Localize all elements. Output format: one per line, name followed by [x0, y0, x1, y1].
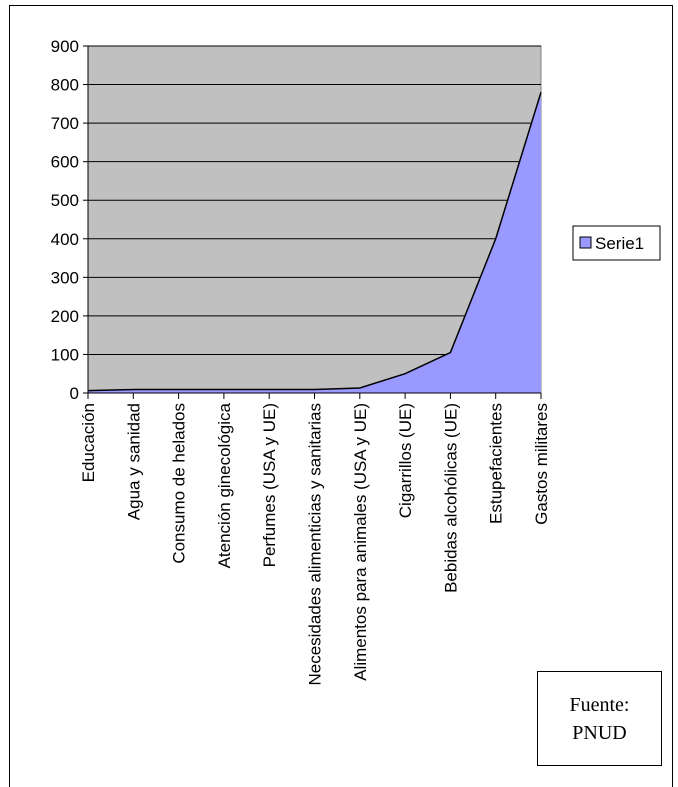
y-tick-label: 600 [51, 153, 79, 172]
y-axis-ticks: 0 100 200 300 400 500 600 700 800 900 [51, 37, 88, 403]
legend: Serie1 [572, 225, 661, 261]
y-tick-label: 500 [51, 191, 79, 210]
series-area-serie1 [88, 92, 541, 394]
x-tick-label: Alimentos para animales (USA y UE) [351, 403, 370, 681]
x-tick-label: Bebidas alcohólicas (UE) [441, 403, 460, 593]
x-tick-label: Cigarrillos (UE) [396, 403, 415, 518]
y-tick-label: 800 [51, 76, 79, 95]
x-tick-label: Perfumes (USA y UE) [260, 403, 279, 567]
y-tick-label: 400 [51, 230, 79, 249]
chart-frame [9, 5, 673, 787]
y-tick-label: 300 [51, 268, 79, 287]
gridlines [88, 45, 541, 355]
y-tick-label: 900 [51, 37, 79, 56]
x-tick-label: Agua y sanidad [124, 403, 143, 520]
legend-swatch-serie1 [579, 236, 592, 249]
y-tick-label: 0 [70, 384, 79, 403]
x-axis-ticks: Educación Agua y sanidad Consumo de helado… [79, 393, 551, 686]
x-tick-label: Consumo de helados [170, 403, 189, 564]
x-tick-label: Estupefacientes [487, 403, 506, 524]
x-tick-label: Gastos militares [532, 403, 551, 525]
source-note: Fuente: PNUD [537, 671, 662, 766]
x-tick-label: Atención ginecológica [215, 402, 234, 568]
legend-label-serie1: Serie1 [595, 234, 644, 253]
x-tick-label: Educación [79, 403, 98, 482]
y-tick-label: 700 [51, 114, 79, 133]
series-line-serie1 [87, 92, 542, 392]
y-tick-label: 100 [51, 345, 79, 364]
y-tick-label: 200 [51, 307, 79, 326]
source-note-line2: PNUD [572, 721, 627, 744]
x-tick-label: Necesidades alimenticias y sanitarias [306, 403, 325, 686]
source-note-line1: Fuente: [569, 693, 630, 716]
